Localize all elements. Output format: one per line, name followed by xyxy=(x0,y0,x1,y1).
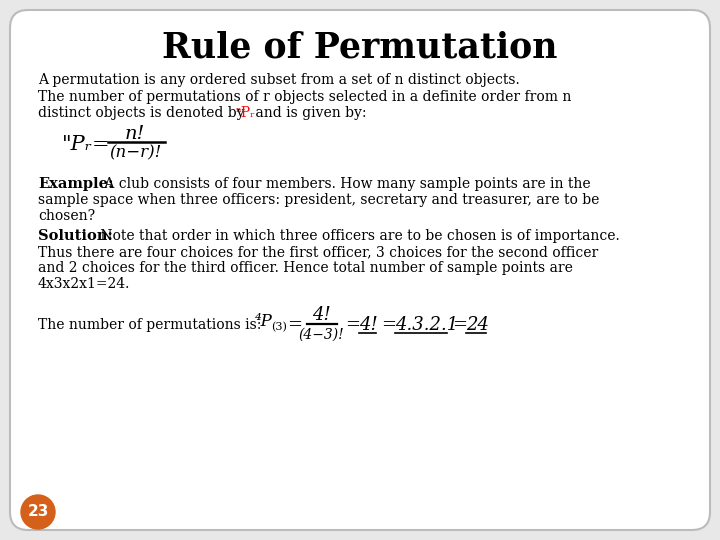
Text: Example:: Example: xyxy=(38,177,114,191)
Text: The number of permutations is:: The number of permutations is: xyxy=(38,318,261,332)
Text: 4x3x2x1=24.: 4x3x2x1=24. xyxy=(38,277,130,291)
Circle shape xyxy=(21,495,55,529)
FancyBboxPatch shape xyxy=(10,10,710,530)
Text: A permutation is any ordered subset from a set of n distinct objects.: A permutation is any ordered subset from… xyxy=(38,73,520,87)
Text: ⁴P: ⁴P xyxy=(255,313,273,329)
Text: 4!: 4! xyxy=(312,306,330,324)
Text: (3): (3) xyxy=(271,322,287,332)
Text: Note that order in which three officers are to be chosen is of importance.: Note that order in which three officers … xyxy=(96,229,620,243)
Text: The number of permutations of r objects selected in a definite order from n: The number of permutations of r objects … xyxy=(38,90,572,104)
Text: (4−3)!: (4−3)! xyxy=(298,328,344,342)
Text: =: = xyxy=(287,316,302,334)
Text: Thus there are four choices for the first officer, 3 choices for the second offi: Thus there are four choices for the firs… xyxy=(38,245,598,259)
Text: 4!: 4! xyxy=(359,316,378,334)
Text: 4.3.2.1: 4.3.2.1 xyxy=(395,316,458,334)
Text: (n−r)!: (n−r)! xyxy=(109,145,161,161)
Text: A club consists of four members. How many sample points are in the: A club consists of four members. How man… xyxy=(100,177,590,191)
Text: Solution:: Solution: xyxy=(38,229,113,243)
Text: 23: 23 xyxy=(27,504,49,519)
Text: n!: n! xyxy=(125,125,145,143)
Text: =: = xyxy=(345,316,360,334)
Text: Rule of Permutation: Rule of Permutation xyxy=(162,30,558,64)
Text: =: = xyxy=(92,136,109,154)
Text: "Pᵣ: "Pᵣ xyxy=(62,136,93,154)
Text: distinct objects is denoted by: distinct objects is denoted by xyxy=(38,106,245,120)
Text: =: = xyxy=(452,316,467,334)
Text: ⁿPᵣ: ⁿPᵣ xyxy=(236,106,256,120)
Text: chosen?: chosen? xyxy=(38,209,95,223)
Text: and 2 choices for the third officer. Hence total number of sample points are: and 2 choices for the third officer. Hen… xyxy=(38,261,573,275)
Text: and is given by:: and is given by: xyxy=(251,106,366,120)
Text: sample space when three officers: president, secretary and treasurer, are to be: sample space when three officers: presid… xyxy=(38,193,599,207)
Text: 24: 24 xyxy=(466,316,489,334)
Text: =: = xyxy=(381,316,396,334)
